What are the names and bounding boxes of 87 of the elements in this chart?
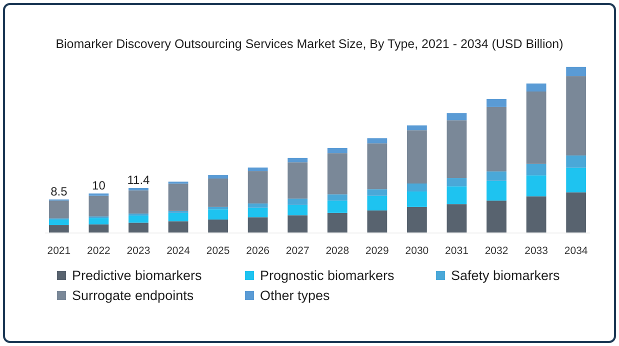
annotation: 8.5 xyxy=(50,184,68,198)
legend-label: Surrogate endpoints xyxy=(72,288,194,303)
bar xyxy=(446,204,467,233)
bar xyxy=(248,208,268,218)
x-tick-label: 2028 xyxy=(326,245,350,257)
bar xyxy=(486,106,506,172)
x-tick-label: 2031 xyxy=(445,245,469,257)
bar xyxy=(288,198,308,205)
bar xyxy=(367,189,388,196)
legend-label: Other types xyxy=(260,288,330,303)
bar xyxy=(446,120,467,178)
bar xyxy=(566,76,586,156)
bar xyxy=(48,225,69,233)
bar xyxy=(327,194,348,201)
x-tick-label: 2022 xyxy=(87,245,111,257)
bar xyxy=(486,171,506,181)
bar xyxy=(168,221,188,233)
bar xyxy=(88,196,109,216)
bar xyxy=(248,171,268,204)
x-tick-label: 2032 xyxy=(484,245,508,257)
x-tick-label: 2034 xyxy=(564,245,588,257)
bar xyxy=(486,200,506,233)
bar xyxy=(526,84,546,92)
bar xyxy=(248,203,268,208)
bar xyxy=(128,190,148,214)
bar xyxy=(208,206,228,210)
bar xyxy=(208,178,228,207)
bar xyxy=(327,148,348,154)
bar xyxy=(367,210,388,233)
annotation: 11.4 xyxy=(127,172,150,187)
bar xyxy=(288,215,308,233)
bar xyxy=(168,184,188,211)
bar xyxy=(248,168,268,172)
bar xyxy=(526,175,546,196)
bar xyxy=(367,196,388,210)
x-tick-label: 2027 xyxy=(286,245,310,257)
bar xyxy=(566,155,586,168)
bar xyxy=(208,209,228,220)
annotation: 10 xyxy=(92,178,106,192)
chart-title: Biomarker Discovery Outsourcing Services Market Size, By Type, 2021 - 2034 (USD Billion) xyxy=(56,37,564,51)
bar xyxy=(446,186,467,204)
bar xyxy=(128,188,148,190)
bar xyxy=(288,162,308,199)
bar xyxy=(248,217,268,233)
legend-label: Safety biomarkers xyxy=(451,268,560,283)
bar xyxy=(288,158,308,162)
x-tick-label: 2030 xyxy=(405,245,429,257)
x-tick-label: 2023 xyxy=(126,245,150,257)
bar xyxy=(486,180,506,201)
bar xyxy=(288,204,308,216)
x-tick-label: 2021 xyxy=(47,245,71,257)
bar xyxy=(327,212,348,233)
bar xyxy=(526,196,546,233)
bar xyxy=(446,113,467,120)
bar xyxy=(566,168,586,192)
bar xyxy=(128,216,148,223)
bar xyxy=(486,98,506,107)
bar xyxy=(566,192,586,233)
x-tick-label: 2024 xyxy=(166,245,190,257)
bar xyxy=(128,222,148,233)
bar xyxy=(367,138,388,144)
bar xyxy=(208,175,228,179)
bar xyxy=(168,212,188,222)
bar xyxy=(88,218,109,224)
x-tick-label: 2026 xyxy=(246,245,270,257)
x-tick-label: 2025 xyxy=(206,245,230,257)
bar xyxy=(407,125,427,130)
bar xyxy=(327,200,348,213)
legend-label: Prognostic biomarkers xyxy=(260,268,395,283)
bar xyxy=(407,206,427,233)
bar xyxy=(88,193,109,196)
bar xyxy=(566,66,586,76)
bar xyxy=(407,184,427,192)
bar xyxy=(48,220,69,226)
bar xyxy=(327,153,348,194)
bar xyxy=(88,224,109,233)
bar xyxy=(367,143,388,190)
legend-label: Predictive biomarkers xyxy=(72,268,202,283)
bar xyxy=(407,191,427,207)
bar xyxy=(526,164,546,176)
x-tick-label: 2033 xyxy=(524,245,548,257)
bar xyxy=(48,200,69,218)
bar xyxy=(407,130,427,184)
bar xyxy=(208,220,228,233)
bar xyxy=(446,178,467,186)
bar xyxy=(526,92,546,164)
x-tick-label: 2029 xyxy=(365,245,390,257)
